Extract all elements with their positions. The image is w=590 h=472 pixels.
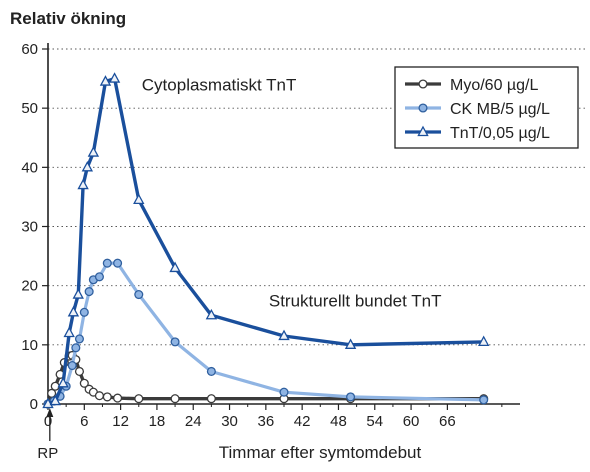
legend-entry-tnt: TnT/0,05 µg/L [450, 125, 550, 142]
data-point-myo [170, 394, 180, 404]
data-point-tnt [169, 261, 181, 273]
data-point-ckmb [279, 387, 289, 397]
data-point-ckmb [170, 337, 180, 347]
data-point-tnt [205, 308, 218, 320]
x-tick-label: 48 [330, 413, 347, 430]
data-point-tnt [87, 146, 100, 157]
data-point-tnt [99, 75, 112, 86]
data-point-tnt [478, 335, 490, 347]
data-point-tnt [72, 288, 84, 299]
y-tick-label: 30 [21, 219, 38, 236]
x-tick-label: 12 [112, 413, 129, 430]
data-point-myo [79, 378, 89, 388]
data-point-tnt [278, 329, 290, 341]
y-tick-label: 20 [21, 278, 38, 295]
data-point-myo [74, 366, 85, 377]
legend-entry-ckmb: CK MB/5 µg/L [450, 101, 550, 118]
x-tick-label: 36 [258, 413, 275, 430]
data-point-ckmb [84, 287, 94, 297]
data-point-myo [206, 394, 216, 404]
legend-marker-myo [418, 79, 428, 89]
series-group [42, 72, 490, 409]
legend-entry-myo: Myo/60 µg/L [450, 77, 538, 94]
data-point-ckmb [102, 258, 112, 268]
x-tick-label: 6 [80, 413, 88, 430]
x-tick-label: 60 [403, 413, 420, 430]
legend-marker-ckmb [418, 103, 428, 113]
data-point-ckmb [71, 343, 81, 353]
data-point-myo [113, 393, 123, 403]
data-point-tnt [77, 178, 89, 190]
data-point-ckmb [134, 289, 144, 300]
data-point-tnt [344, 338, 357, 349]
x-tick-label: 66 [439, 413, 456, 430]
annotation-cytoplasmatic: Cytoplasmatiskt TnT [142, 75, 297, 94]
y-tick-label: 10 [21, 337, 38, 354]
data-point-ckmb [113, 258, 123, 268]
legend: Myo/60 µg/L CK MB/5 µg/L TnT/0,05 µg/L [394, 66, 579, 149]
x-tick-label: 24 [185, 413, 202, 430]
data-point-tnt [57, 376, 69, 388]
data-point-tnt [81, 160, 94, 172]
annotation-structural: Strukturellt bundet TnT [269, 291, 442, 310]
data-point-ckmb [67, 360, 77, 371]
x-tick-label: 54 [366, 413, 383, 430]
data-point-tnt [133, 193, 145, 205]
y-tick-label: 0 [30, 396, 38, 413]
rp-arrowhead [46, 408, 54, 417]
axes: 0 10 20 30 40 50 60 0 6 12 18 24 30 36 42 48 54 60 66 [21, 41, 520, 430]
data-point-myo [134, 394, 144, 404]
data-point-ckmb [94, 272, 104, 282]
series-tnt [42, 72, 490, 409]
y-tick-label: 60 [21, 41, 38, 58]
x-tick-label: 30 [221, 413, 238, 430]
x-axis-title: Timmar efter symtomdebut [219, 443, 422, 462]
data-point-tnt [67, 305, 80, 317]
data-point-tnt [63, 326, 75, 338]
data-point-ckmb [346, 392, 356, 402]
y-tick-label: 40 [21, 159, 38, 176]
data-point-myo [102, 392, 112, 402]
data-point-ckmb [74, 334, 85, 344]
x-tick-label: 0 [44, 413, 52, 430]
legend-marker-tnt [417, 125, 429, 137]
series-line-ckmb [47, 261, 484, 406]
x-tick-label: 18 [149, 413, 166, 430]
data-point-tnt [49, 394, 61, 406]
series-ckmb [43, 258, 489, 409]
data-point-tnt [42, 397, 54, 409]
data-point-myo [94, 391, 104, 401]
y-tick-label: 50 [21, 100, 38, 117]
data-point-tnt [108, 72, 121, 83]
y-axis-title: Relativ ökning [10, 9, 126, 28]
x-tick-label: 42 [294, 413, 311, 430]
data-point-ckmb [206, 366, 216, 377]
rp-label: RP [37, 445, 58, 462]
data-point-ckmb [79, 307, 89, 317]
data-point-ckmb [479, 395, 489, 405]
data-point-myo [50, 381, 60, 391]
